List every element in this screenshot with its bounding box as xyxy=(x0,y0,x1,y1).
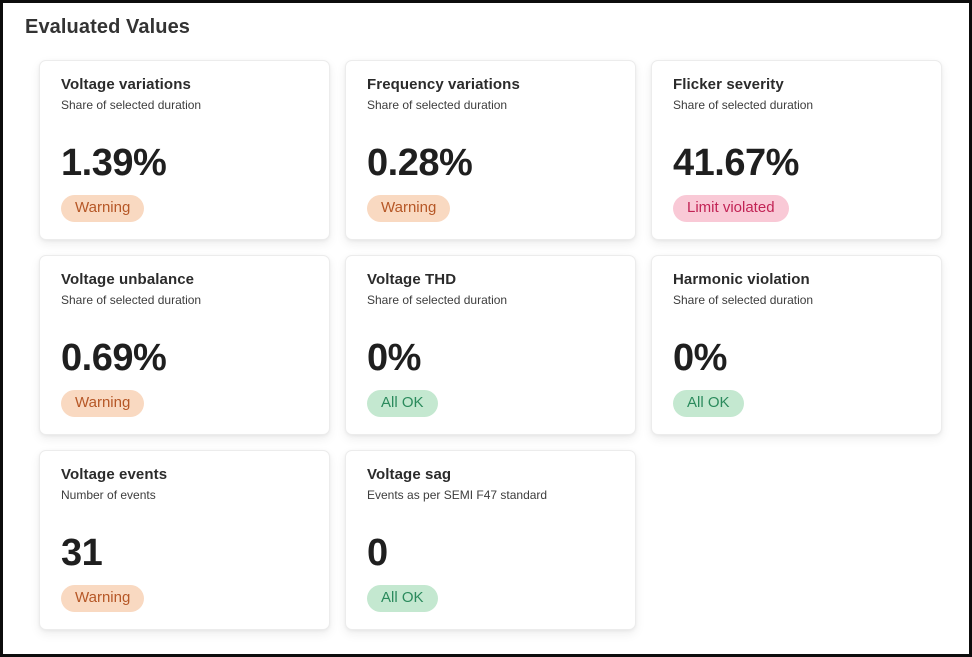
card-value: 1.39% xyxy=(61,142,167,184)
page-title: Evaluated Values xyxy=(25,16,191,38)
card-title: Frequency variations xyxy=(367,76,520,93)
card-title: Harmonic violation xyxy=(673,271,810,288)
status-badge: Limit violated xyxy=(673,195,789,222)
card-value: 31 xyxy=(61,532,103,574)
status-badge: Warning xyxy=(61,585,145,612)
status-badge: All OK xyxy=(673,390,744,417)
card-title: Voltage sag xyxy=(367,466,452,483)
kpi-card-voltage-sag[interactable]: Voltage sag Events as per SEMI F47 stand… xyxy=(345,450,636,630)
kpi-card-frequency-variations[interactable]: Frequency variations Share of selected d… xyxy=(345,60,636,240)
card-value: 0% xyxy=(673,337,727,379)
status-badge: Warning xyxy=(61,390,145,417)
kpi-card-voltage-thd[interactable]: Voltage THD Share of selected duration 0… xyxy=(345,255,636,435)
status-badge: Warning xyxy=(61,195,145,222)
card-title: Voltage THD xyxy=(367,271,457,288)
card-title: Voltage events xyxy=(61,466,168,483)
kpi-card-voltage-variations[interactable]: Voltage variations Share of selected dur… xyxy=(39,60,330,240)
kpi-card-voltage-unbalance[interactable]: Voltage unbalance Share of selected dura… xyxy=(39,255,330,435)
card-subtitle: Share of selected duration xyxy=(367,293,508,307)
status-badge: All OK xyxy=(367,585,438,612)
status-badge: Warning xyxy=(367,195,451,222)
card-subtitle: Share of selected duration xyxy=(673,98,814,112)
card-title: Flicker severity xyxy=(673,76,784,93)
card-subtitle: Share of selected duration xyxy=(61,293,202,307)
card-title: Voltage unbalance xyxy=(61,271,195,288)
card-subtitle: Share of selected duration xyxy=(673,293,814,307)
kpi-card-voltage-events[interactable]: Voltage events Number of events 31 Warni… xyxy=(39,450,330,630)
kpi-card-harmonic-violation[interactable]: Harmonic violation Share of selected dur… xyxy=(651,255,942,435)
card-title: Voltage variations xyxy=(61,76,191,93)
kpi-card-grid: Voltage variations Share of selected dur… xyxy=(39,60,969,630)
card-value: 0.69% xyxy=(61,337,167,379)
card-subtitle: Number of events xyxy=(61,488,156,502)
status-badge: All OK xyxy=(367,390,438,417)
card-subtitle: Share of selected duration xyxy=(367,98,508,112)
card-value: 0 xyxy=(367,532,388,574)
card-subtitle: Share of selected duration xyxy=(61,98,202,112)
card-value: 0% xyxy=(367,337,421,379)
kpi-card-flicker-severity[interactable]: Flicker severity Share of selected durat… xyxy=(651,60,942,240)
card-value: 41.67% xyxy=(673,142,799,184)
card-subtitle: Events as per SEMI F47 standard xyxy=(367,488,548,502)
card-value: 0.28% xyxy=(367,142,473,184)
